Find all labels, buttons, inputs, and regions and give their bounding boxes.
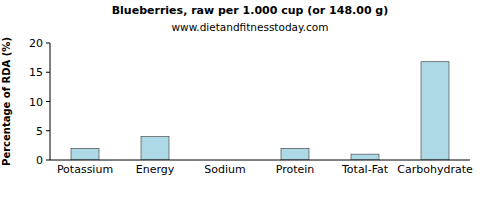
y-tick: [46, 72, 50, 73]
bar: [141, 137, 169, 160]
y-tick: [46, 101, 50, 102]
x-tick-label: Carbohydrate: [397, 163, 473, 176]
y-tick-label: 20: [29, 37, 43, 50]
bar: [71, 148, 99, 160]
y-tick: [46, 160, 50, 161]
y-tick-label: 5: [36, 125, 43, 138]
chart-container: Blueberries, raw per 1.000 cup (or 148.0…: [0, 0, 500, 200]
subtitle: www.dietandfitnesstoday.com: [172, 21, 329, 33]
y-tick-label: 15: [29, 66, 43, 79]
y-axis: [50, 43, 51, 160]
x-axis: [50, 160, 470, 161]
y-axis-label: Percentage of RDA (%): [1, 37, 12, 166]
x-tick-label: Potassium: [57, 163, 113, 176]
y-tick: [46, 130, 50, 131]
x-tick-label: Protein: [276, 163, 315, 176]
y-tick-label: 10: [29, 96, 43, 109]
x-tick-label: Sodium: [204, 163, 245, 176]
bars: [71, 62, 449, 160]
bar: [281, 148, 309, 160]
bar: [351, 154, 379, 160]
title: Blueberries, raw per 1.000 cup (or 148.0…: [112, 4, 389, 17]
y-tick-label: 0: [36, 154, 43, 167]
x-tick-label: Total-Fat: [341, 163, 389, 176]
x-tick-label: Energy: [136, 163, 175, 176]
bar: [421, 62, 449, 160]
y-tick: [46, 43, 50, 44]
chart-svg: Blueberries, raw per 1.000 cup (or 148.0…: [0, 0, 500, 200]
